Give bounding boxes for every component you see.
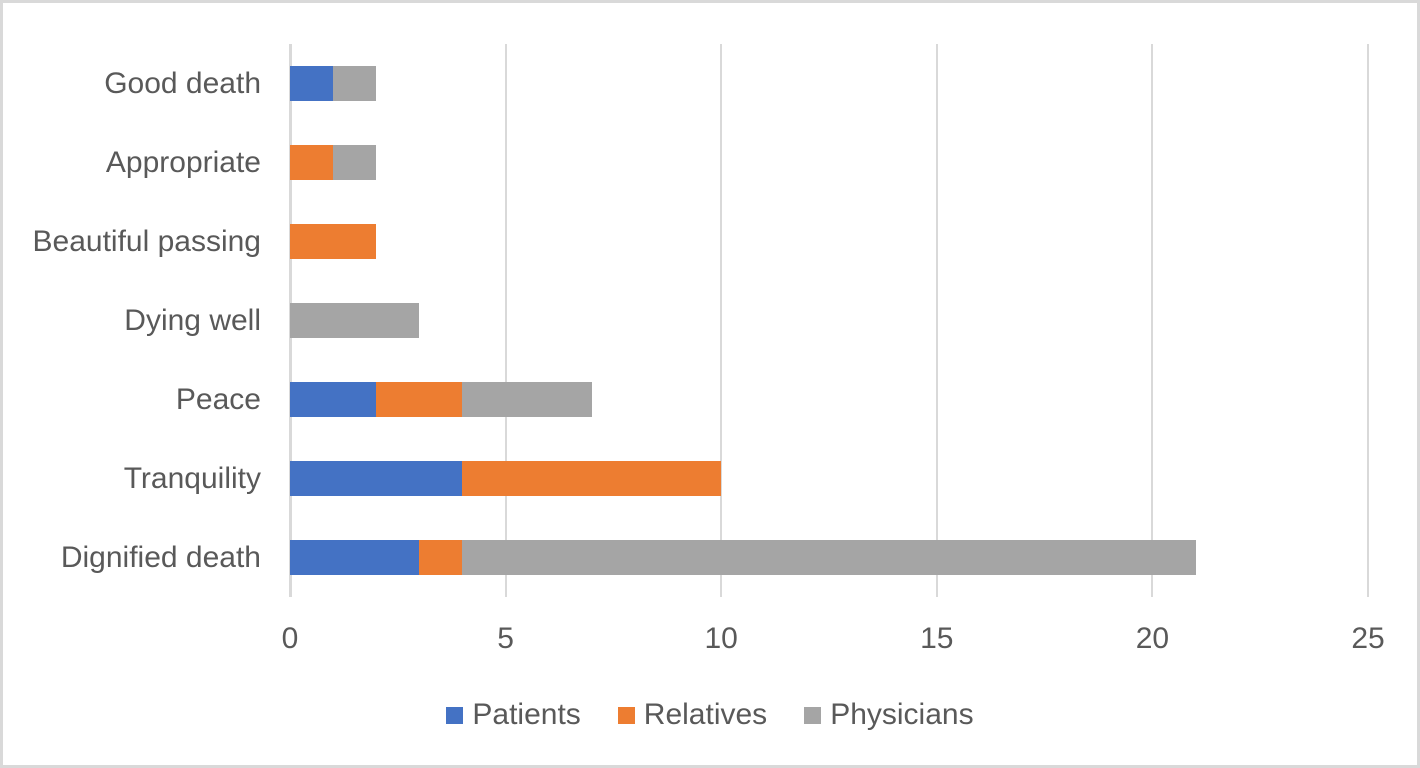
bar-segment-relatives: [376, 382, 463, 417]
legend-swatch-icon: [804, 706, 822, 724]
bar-row: [290, 461, 722, 496]
category-label: Good death: [104, 66, 261, 100]
legend-swatch-icon: [446, 706, 464, 724]
bar-row: [290, 540, 1196, 575]
x-tick-label: 5: [497, 622, 514, 655]
x-tick-label: 20: [1135, 622, 1170, 655]
gridline: [1367, 44, 1369, 597]
legend-swatch-icon: [617, 706, 635, 724]
bar-segment-physicians: [462, 382, 592, 417]
bar-segment-physicians: [333, 66, 377, 101]
bar-segment-physicians: [462, 540, 1196, 575]
gridline: [935, 44, 938, 597]
bar-segment-physicians: [333, 145, 377, 180]
bar-row: [290, 145, 377, 180]
gridline: [504, 44, 507, 597]
legend-label: Physicians: [830, 698, 974, 731]
bar-segment-patients: [290, 382, 377, 417]
legend-label: Relatives: [643, 698, 768, 731]
bar-row: [290, 66, 377, 101]
legend-item-physicians: Physicians: [804, 695, 974, 735]
gridline: [1151, 44, 1154, 597]
bar-segment-relatives: [290, 145, 334, 180]
gridline: [720, 44, 723, 597]
bar-row: [290, 224, 377, 259]
bar-segment-patients: [290, 540, 420, 575]
x-tick-label: 10: [704, 622, 738, 655]
category-label: Peace: [175, 382, 261, 416]
bar-row: [290, 303, 420, 338]
bar-row: [290, 382, 592, 417]
category-label: Beautiful passing: [32, 224, 262, 258]
category-label: Appropriate: [105, 145, 261, 179]
bar-segment-patients: [290, 66, 334, 101]
category-label: Dying well: [124, 303, 261, 337]
bar-segment-physicians: [290, 303, 420, 338]
x-tick-label: 15: [920, 622, 954, 655]
bar-segment-relatives: [462, 461, 722, 496]
bar-segment-patients: [290, 461, 463, 496]
legend-item-patients: Patients: [446, 695, 581, 735]
bar-segment-relatives: [290, 224, 377, 259]
bar-segment-relatives: [419, 540, 463, 575]
category-label: Dignified death: [60, 540, 261, 574]
legend: Patients Relatives Physicians: [3, 695, 1417, 735]
x-tick-label: 0: [281, 622, 299, 655]
legend-item-relatives: Relatives: [617, 695, 768, 735]
legend-label: Patients: [472, 698, 581, 731]
category-label: Tranquility: [123, 461, 261, 495]
x-tick-label: 25: [1351, 622, 1385, 655]
